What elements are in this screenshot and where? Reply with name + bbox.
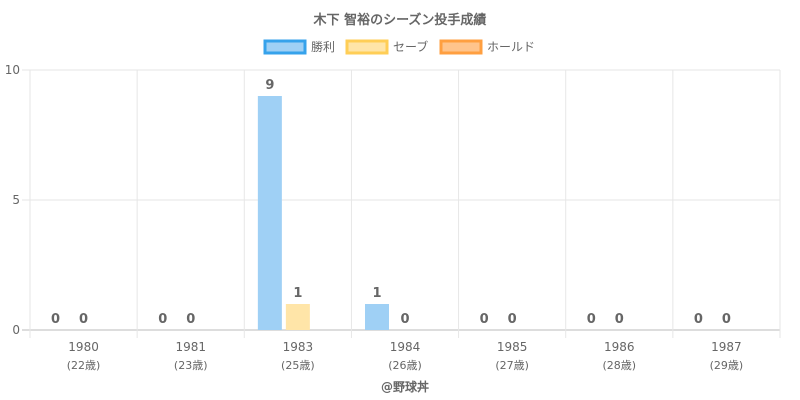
data-label: 0 <box>480 312 489 327</box>
x-tick-sublabel: (29歳) <box>710 359 744 372</box>
data-label: 0 <box>79 312 88 327</box>
credit: @野球丼 <box>381 379 429 394</box>
x-tick-label: 1985 <box>497 340 528 354</box>
y-tick-label: 5 <box>12 193 20 207</box>
data-label: 0 <box>158 312 167 327</box>
data-label: 0 <box>508 312 517 327</box>
x-tick-sublabel: (28歳) <box>602 359 636 372</box>
data-label: 0 <box>51 312 60 327</box>
grid <box>22 69 781 338</box>
x-axis: 1980 (22歳) 1981 (23歳) 1983 (25歳) 1984 (26歳) 1985… <box>67 340 743 372</box>
bar-セーブ <box>285 304 310 330</box>
x-tick-label: 1986 <box>604 340 635 354</box>
y-axis: 0 5 10 <box>5 63 20 337</box>
x-tick-label: 1984 <box>390 340 421 354</box>
data-label: 0 <box>587 312 596 327</box>
data-label: 1 <box>372 286 381 301</box>
data-label: 0 <box>186 312 195 327</box>
x-tick-label: 1987 <box>711 340 742 354</box>
data-label: 0 <box>694 312 703 327</box>
x-tick-sublabel: (25歳) <box>281 359 315 372</box>
legend-label: ホールド <box>487 40 535 54</box>
x-tick-label: 1980 <box>68 340 99 354</box>
legend-label: 勝利 <box>311 39 335 54</box>
data-label: 9 <box>265 78 274 93</box>
value-labels: 0 0 9 1 0 0 0 0 0 1 0 0 0 0 <box>51 78 731 327</box>
legend: 勝利 セーブ ホールド <box>263 39 535 55</box>
data-label: 1 <box>293 286 302 301</box>
data-label: 0 <box>615 312 624 327</box>
x-tick-label: 1983 <box>283 340 314 354</box>
x-tick-sublabel: (22歳) <box>67 359 101 372</box>
y-tick-label: 0 <box>12 323 20 337</box>
legend-swatch <box>345 39 389 55</box>
legend-swatch <box>263 39 307 55</box>
x-tick-sublabel: (27歳) <box>495 359 529 372</box>
x-tick-sublabel: (23歳) <box>174 359 208 372</box>
x-tick-label: 1981 <box>175 340 206 354</box>
data-label: 0 <box>722 312 731 327</box>
y-tick-label: 10 <box>5 63 20 77</box>
x-tick-sublabel: (26歳) <box>388 359 422 372</box>
bars <box>257 96 389 330</box>
legend-label: セーブ <box>393 39 428 54</box>
bar-勝利 <box>365 304 389 330</box>
data-label: 0 <box>400 312 409 327</box>
legend-swatch <box>439 39 483 55</box>
bar-勝利 <box>257 96 282 330</box>
chart-title: 木下 智裕のシーズン投手成績 <box>313 12 487 28</box>
